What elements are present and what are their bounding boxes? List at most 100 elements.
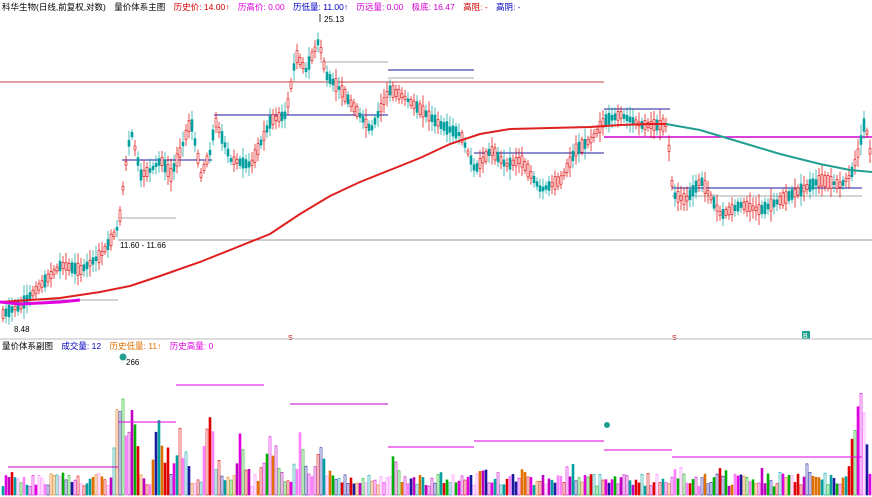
candle-body <box>679 195 683 201</box>
volume-bar <box>367 475 371 496</box>
candle-body <box>589 136 593 144</box>
volume-bar <box>727 485 731 496</box>
signal-b-marker: B <box>803 333 808 340</box>
candle-body <box>814 179 818 186</box>
candle-body <box>70 262 74 274</box>
volume-bar <box>469 474 473 496</box>
candle-body <box>709 194 713 201</box>
volume-bar <box>361 478 365 496</box>
volume-chart[interactable]: 266 <box>0 347 872 497</box>
candle-body <box>829 176 833 189</box>
candle-body <box>421 105 425 118</box>
candle-body <box>85 261 89 270</box>
volume-bar <box>448 482 452 496</box>
volume-bar <box>562 482 566 496</box>
volume-bar <box>841 477 845 496</box>
volume-bar <box>124 435 128 496</box>
volume-bar <box>388 476 392 496</box>
volume-indicator-name: 量价体系副图 <box>2 341 54 351</box>
candle-body <box>793 188 797 198</box>
volume-bar <box>181 458 185 496</box>
volume-bar <box>499 484 503 496</box>
candle-body <box>454 126 458 139</box>
candle-body <box>370 125 374 131</box>
candle-body <box>265 125 269 133</box>
volume-bar <box>688 483 692 496</box>
volume-bar <box>694 476 698 496</box>
volume-bar <box>370 480 374 496</box>
candle-body <box>262 131 266 141</box>
candle-body <box>778 196 782 205</box>
volume-bar <box>661 478 665 496</box>
volume-bar <box>631 484 635 496</box>
volume-bar <box>535 480 539 496</box>
candle-body <box>214 117 218 128</box>
volume-bar <box>754 483 758 496</box>
candle-body <box>31 289 35 297</box>
volume-bar <box>214 469 218 496</box>
volume-bar <box>334 479 338 496</box>
volume-bar <box>97 473 101 496</box>
volume-bar <box>385 477 389 496</box>
signal-s-marker-1: S <box>288 335 293 340</box>
candle-body <box>145 167 149 177</box>
candle-body <box>40 280 44 288</box>
candle-body <box>541 186 545 192</box>
volume-bar <box>496 472 500 496</box>
candle-body <box>772 199 776 208</box>
volume-bar <box>112 447 116 496</box>
volume-bar <box>454 482 458 496</box>
volume-bar <box>595 485 599 496</box>
volume-bar <box>259 467 263 496</box>
volume-bar <box>211 431 215 496</box>
volume-bar <box>133 424 137 496</box>
candle-body <box>181 141 185 147</box>
candle-body <box>205 155 209 165</box>
price-chart[interactable]: 25.13 8.48 11.60 - 11.66 S S B <box>0 0 872 340</box>
volume-bar <box>772 486 776 496</box>
volume-bar <box>106 484 110 496</box>
candle-body <box>364 118 368 128</box>
candle-body <box>376 111 380 118</box>
candle-body <box>748 203 752 212</box>
candle-body <box>508 157 512 170</box>
candle-body <box>196 153 200 164</box>
volume-bar <box>271 455 275 496</box>
candle-body <box>232 156 236 165</box>
candle-body <box>781 192 785 206</box>
volume-bar <box>382 482 386 496</box>
volume-bar <box>58 476 62 496</box>
volume-bar <box>793 482 797 496</box>
main-chart-header: 科华生物(日线,前复权,对数) 量价体系主图 历史价: 14.00↑ 历高价: … <box>2 1 527 13</box>
volume-bar <box>274 445 278 496</box>
volume-bar <box>172 463 176 496</box>
candle-body <box>607 112 611 125</box>
volume-bar <box>163 462 167 496</box>
candle-body <box>391 85 395 98</box>
volume-bar <box>505 478 509 496</box>
volume-bar <box>352 483 356 496</box>
volume-bar <box>445 479 449 496</box>
volume-bar <box>760 467 764 496</box>
candle-body <box>535 181 539 187</box>
ma-line-red <box>0 123 666 303</box>
volume-bar <box>418 475 422 496</box>
volume-bar <box>301 449 305 496</box>
candle-body <box>844 178 848 182</box>
volume-bar <box>580 481 584 496</box>
volume-bar <box>442 483 446 496</box>
candle-body <box>43 274 47 288</box>
candle-body <box>436 119 440 127</box>
low-price-label: 8.48 <box>14 325 30 334</box>
volume-bar <box>859 393 863 496</box>
volume-bar <box>676 478 680 496</box>
candle-body <box>457 132 461 136</box>
candle-body <box>118 209 122 222</box>
volume-bar <box>439 472 443 496</box>
volume-bar <box>691 479 695 496</box>
vol-peak-label: 266 <box>126 358 140 367</box>
volume-bar <box>787 474 791 496</box>
candle-body <box>334 78 338 92</box>
candle-body <box>691 184 695 197</box>
volume-bar <box>682 473 686 496</box>
